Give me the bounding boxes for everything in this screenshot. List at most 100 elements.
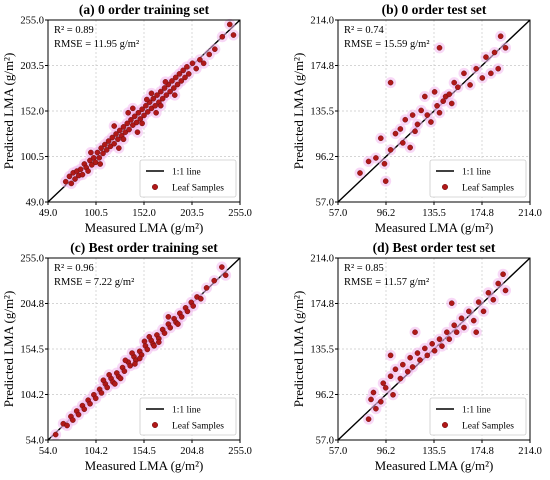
- leaf-sample-point: [434, 102, 440, 109]
- leaf-sample-point: [131, 113, 138, 120]
- leaf-sample-point: [451, 79, 457, 86]
- leaf-sample-point: [424, 352, 431, 359]
- leaf-sample-point: [172, 74, 179, 81]
- leaf-sample-point: [414, 350, 421, 356]
- legend-box: [139, 397, 237, 436]
- x-tick-label: 174.8: [470, 208, 494, 219]
- x-tick-label: 214.0: [518, 208, 542, 219]
- leaf-sample-point: [125, 109, 131, 116]
- leaf-sample-point: [381, 160, 388, 167]
- leaf-sample-point: [402, 116, 409, 123]
- x-axis-label: Measured LMA (g/m²): [375, 220, 494, 235]
- y-tick-label: 100.5: [20, 152, 44, 163]
- leaf-sample-point: [96, 155, 103, 161]
- leaf-sample-point: [190, 303, 196, 309]
- leaf-sample-point: [439, 343, 445, 349]
- x-tick-label: 204.8: [180, 446, 204, 457]
- leaf-sample-point: [151, 343, 157, 349]
- legend-box: [429, 159, 527, 198]
- leaf-sample-point: [436, 45, 443, 51]
- leaf-sample-point: [120, 124, 127, 130]
- leaf-sample-point: [422, 93, 428, 100]
- leaf-sample-point: [400, 140, 406, 146]
- legend-box: [429, 397, 527, 436]
- leaf-sample-point: [365, 158, 372, 165]
- leaf-sample-point: [111, 140, 117, 147]
- leaf-sample-point: [106, 372, 112, 378]
- y-tick-label: 49.0: [26, 198, 44, 209]
- leaf-sample-point: [200, 60, 207, 67]
- leaf-sample-point: [502, 287, 509, 294]
- leaf-sample-point: [171, 92, 178, 98]
- leaf-sample-point: [154, 92, 160, 98]
- leaf-sample-point: [121, 368, 128, 374]
- leaf-sample-point: [81, 406, 88, 413]
- leaf-sample-point: [169, 78, 175, 84]
- y-tick-label: 214.0: [310, 16, 334, 27]
- leaf-sample-point: [52, 431, 59, 438]
- x-axis-label: Measured LMA (g/m²): [375, 458, 494, 473]
- leaf-sample-point: [152, 102, 158, 109]
- leaf-sample-point: [453, 329, 460, 335]
- leaf-sample-point: [491, 49, 498, 56]
- leaf-sample-point: [373, 405, 379, 412]
- leaf-sample-point: [219, 264, 225, 270]
- leaf-sample-point: [126, 126, 132, 133]
- leaf-sample-point: [75, 411, 82, 418]
- leaf-sample-point: [112, 381, 118, 387]
- r2-label: R² = 0.74: [344, 25, 384, 36]
- y-tick-label: 135.5: [310, 107, 334, 118]
- y-tick-label: 203.5: [20, 61, 44, 72]
- leaf-sample-point: [185, 71, 192, 77]
- leaf-sample-point: [219, 33, 226, 40]
- panel-title: (a) 0 order training set: [79, 2, 210, 17]
- legend-label-line: 1:1 line: [462, 168, 491, 178]
- leaf-sample-point: [390, 391, 396, 398]
- leaf-sample-point: [380, 380, 387, 386]
- y-tick-label: 204.8: [20, 299, 44, 310]
- leaf-sample-point: [153, 109, 159, 116]
- leaf-sample-point: [148, 90, 155, 97]
- leaf-sample-point: [161, 330, 168, 336]
- leaf-sample-point: [206, 51, 213, 58]
- y-tick-label: 174.8: [310, 299, 334, 310]
- leaf-sample-point: [182, 74, 188, 81]
- leaf-sample-point: [79, 171, 86, 178]
- y-tick-label: 255.0: [20, 16, 44, 27]
- leaf-sample-point: [378, 135, 384, 142]
- leaf-sample-point: [104, 384, 111, 391]
- rmse-label: RMSE = 15.59 g/m²: [344, 39, 430, 50]
- y-tick-label: 96.2: [316, 390, 334, 401]
- leaf-sample-point: [418, 107, 424, 114]
- leaf-sample-point: [436, 336, 443, 342]
- leaf-sample-point: [422, 345, 428, 352]
- leaf-sample-point: [143, 102, 149, 109]
- leaf-sample-point: [105, 138, 112, 144]
- leaf-sample-point: [87, 400, 93, 407]
- y-tick-label: 57.0: [316, 436, 334, 447]
- leaf-sample-point: [98, 390, 105, 396]
- leaf-sample-point: [128, 117, 134, 123]
- leaf-sample-point: [116, 127, 123, 134]
- leaf-sample-point: [440, 98, 446, 104]
- leaf-sample-point: [480, 308, 487, 315]
- rmse-label: RMSE = 11.57 g/m²: [344, 277, 429, 288]
- leaf-sample-point: [150, 95, 157, 102]
- leaf-sample-point: [467, 82, 473, 88]
- leaf-sample-point: [146, 333, 153, 340]
- y-tick-label: 154.5: [20, 345, 44, 356]
- leaf-sample-point: [230, 32, 237, 38]
- leaf-sample-point: [203, 285, 210, 291]
- leaf-sample-point: [103, 147, 110, 153]
- leaf-sample-point: [368, 396, 374, 403]
- y-axis-label: Predicted LMA (g/m²): [291, 53, 306, 170]
- leaf-sample-point: [409, 112, 416, 118]
- leaf-sample-point: [139, 120, 145, 127]
- leaf-sample-point: [144, 346, 151, 353]
- leaf-sample-point: [134, 129, 141, 136]
- leaf-sample-point: [490, 296, 497, 303]
- leaf-sample-point: [184, 308, 191, 315]
- leaf-sample-point: [473, 65, 479, 72]
- x-tick-label: 135.5: [422, 208, 446, 219]
